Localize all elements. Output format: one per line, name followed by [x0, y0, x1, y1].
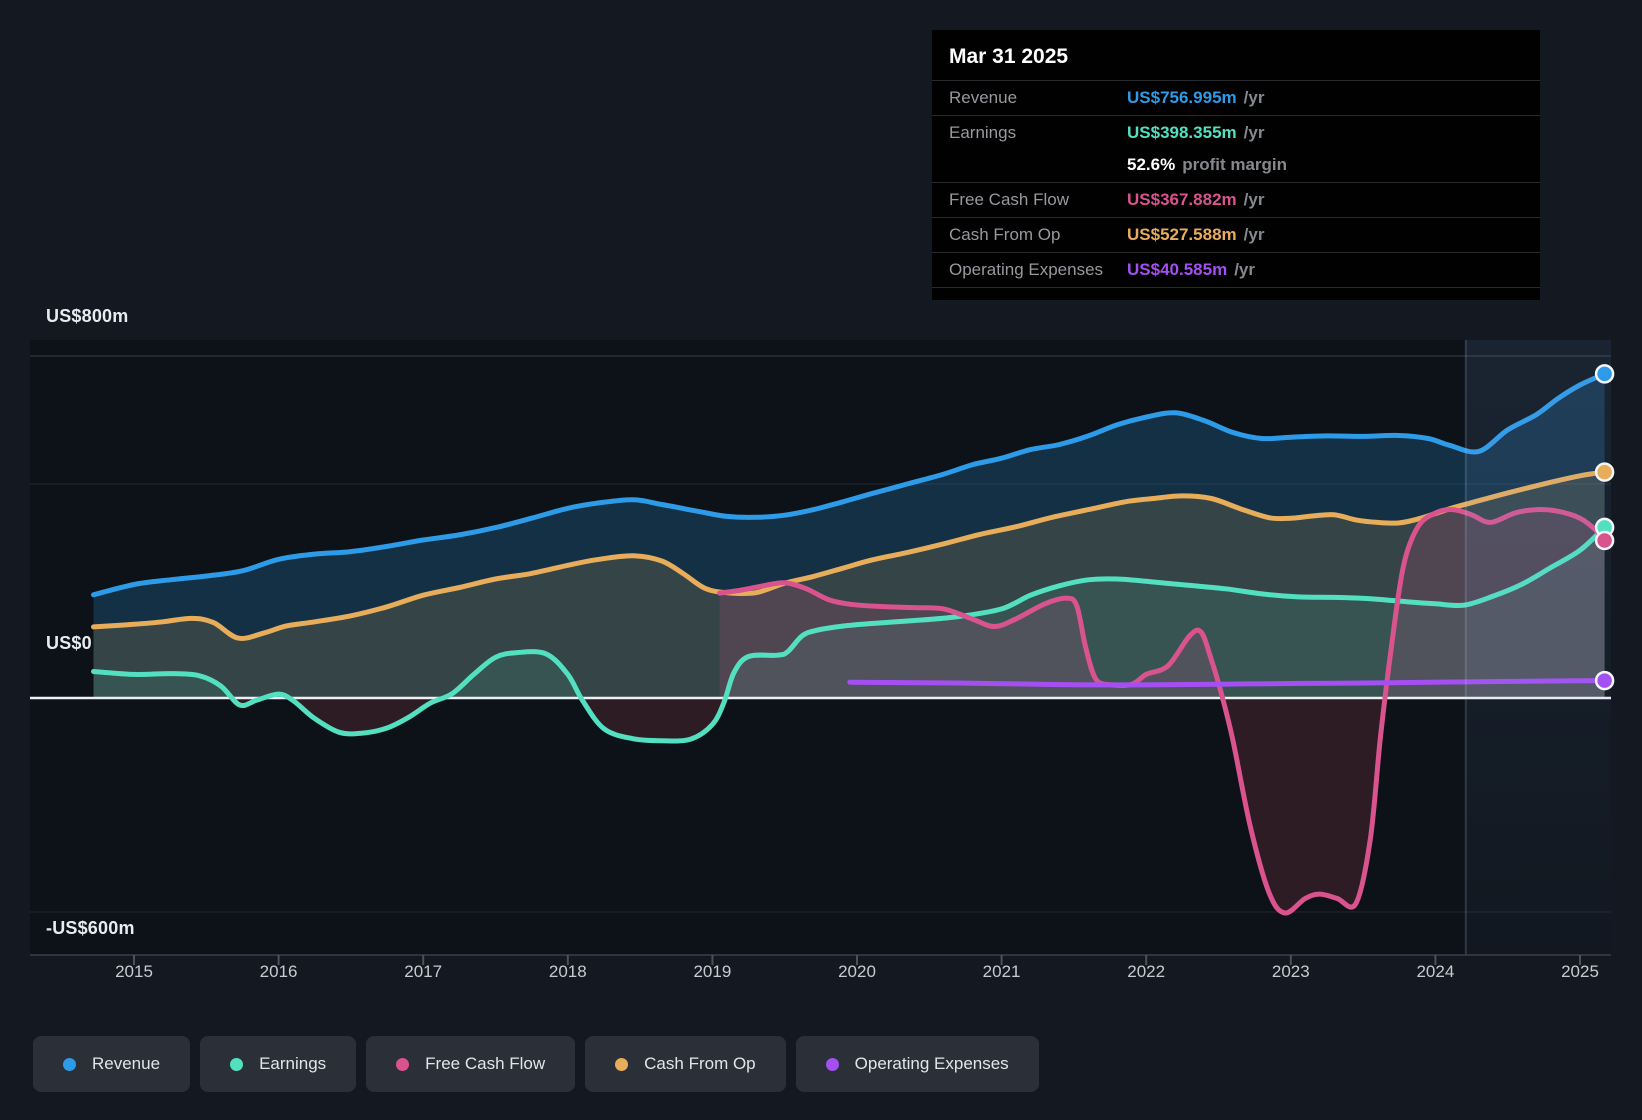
legend-dot-cash-from-op	[615, 1057, 629, 1071]
legend-chip-cash-from-op[interactable]: Cash From Op	[585, 1036, 786, 1092]
y-axis-label-800m: US$800m	[46, 306, 129, 326]
legend-label-cash-from-op: Cash From Op	[644, 1054, 756, 1073]
tooltip-date: Mar 31 2025	[949, 45, 1069, 68]
series-endpoint-free-cash-flow	[1594, 530, 1615, 551]
tooltip-label-free-cash-flow: Free Cash Flow	[949, 190, 1069, 209]
tooltip-label-operating-expenses: Operating Expenses	[949, 260, 1104, 279]
x-axis-label-2025: 2025	[1561, 962, 1599, 981]
legend-chip-earnings[interactable]: Earnings	[200, 1036, 357, 1092]
tooltip-row-cash-from-op: Cash From Op US$527.588m/yr	[932, 219, 1540, 251]
tooltip-value-profit-margin: 52.6%	[1127, 155, 1176, 174]
tooltip-group: Operating Expenses US$40.585m/yr	[932, 252, 1540, 287]
legend-dot-revenue	[63, 1057, 76, 1071]
tooltip-row-revenue: Revenue US$756.995m/yr	[932, 82, 1540, 114]
x-axis-label-2024: 2024	[1416, 962, 1455, 981]
legend-chip-operating-expenses[interactable]: Operating Expenses	[795, 1036, 1039, 1092]
tooltip-rows: Revenue US$756.995m/yr Earnings US$398.355m…	[932, 80, 1540, 288]
y-axis-label-0: US$0	[46, 633, 92, 653]
x-axis-label-2023: 2023	[1271, 962, 1310, 981]
tooltip-suffix-cash-from-op: /yr	[1243, 225, 1265, 244]
tooltip-group: Earnings US$398.355m/yr 52.6% profit margin	[932, 115, 1540, 182]
x-axis-label-2020: 2020	[838, 962, 876, 981]
tooltip-suffix-revenue: /yr	[1243, 88, 1265, 107]
tooltip-group: Revenue US$756.995m/yr	[932, 80, 1540, 115]
legend-chip-free-cash-flow[interactable]: Free Cash Flow	[366, 1036, 576, 1092]
tooltip-label-revenue: Revenue	[949, 88, 1018, 107]
x-axis-label-2018: 2018	[548, 962, 587, 981]
x-axis-label-2022: 2022	[1127, 962, 1166, 981]
tooltip-value-earnings: US$398.355m	[1127, 123, 1237, 142]
legend-dot-earnings	[230, 1057, 244, 1071]
x-axis-label-2019: 2019	[693, 962, 732, 981]
tooltip-value-free-cash-flow: US$367.882m	[1127, 190, 1237, 209]
tooltip-row-earnings: Earnings US$398.355m/yr	[932, 117, 1540, 149]
x-axis-label-2017: 2017	[404, 962, 443, 981]
tooltip-group: Free Cash Flow US$367.882m/yr	[932, 182, 1540, 217]
x-axis-label-2016: 2016	[259, 962, 298, 981]
legend-label-revenue: Revenue	[92, 1054, 161, 1073]
tooltip-suffix-free-cash-flow: /yr	[1243, 190, 1265, 209]
legend-chip-revenue[interactable]: Revenue	[33, 1036, 191, 1092]
tooltip-suffix-operating-expenses: /yr	[1234, 260, 1255, 279]
legend-dot-operating-expenses	[825, 1057, 839, 1071]
series-endpoint-cash-from-op	[1594, 462, 1615, 482]
legend-label-earnings: Earnings	[259, 1054, 327, 1073]
x-axis-label-2015: 2015	[115, 962, 153, 981]
tooltip-row-operating-expenses: Operating Expenses US$40.585m/yr	[932, 254, 1540, 286]
y-axis-label-neg600m: -US$600m	[46, 918, 135, 938]
tooltip-value-operating-expenses: US$40.585m	[1127, 260, 1228, 279]
legend-label-free-cash-flow: Free Cash Flow	[425, 1054, 546, 1073]
chart-tooltip: Mar 31 2025 Revenue US$756.995m/yr Earning…	[932, 30, 1540, 300]
tooltip-suffix-profit-margin: profit margin	[1182, 155, 1288, 174]
series-endpoint-revenue	[1594, 364, 1615, 384]
tooltip-value-cash-from-op: US$527.588m	[1127, 225, 1237, 244]
tooltip-group: Cash From Op US$527.588m/yr	[932, 217, 1540, 252]
tooltip-value-revenue: US$756.995m	[1127, 88, 1237, 107]
series-endpoint-operating-expenses	[1594, 670, 1615, 691]
tooltip-suffix-earnings: /yr	[1243, 123, 1265, 142]
tooltip-label-earnings: Earnings	[949, 123, 1017, 142]
chart-legend: Revenue Earnings Free Cash Flow Cash From O…	[33, 1036, 1039, 1092]
legend-label-operating-expenses: Operating Expenses	[854, 1054, 1009, 1073]
tooltip-row-free-cash-flow: Free Cash Flow US$367.882m/yr	[932, 184, 1540, 216]
x-axis: 2015 2016 2017 2018 2019 2020 2021 2022 2023 2024…	[0, 962, 1642, 990]
x-axis-label-2021: 2021	[982, 962, 1021, 981]
tooltip-label-cash-from-op: Cash From Op	[949, 225, 1061, 244]
tooltip-row-profit-margin: 52.6% profit margin	[932, 149, 1540, 181]
legend-dot-free-cash-flow	[396, 1057, 410, 1071]
